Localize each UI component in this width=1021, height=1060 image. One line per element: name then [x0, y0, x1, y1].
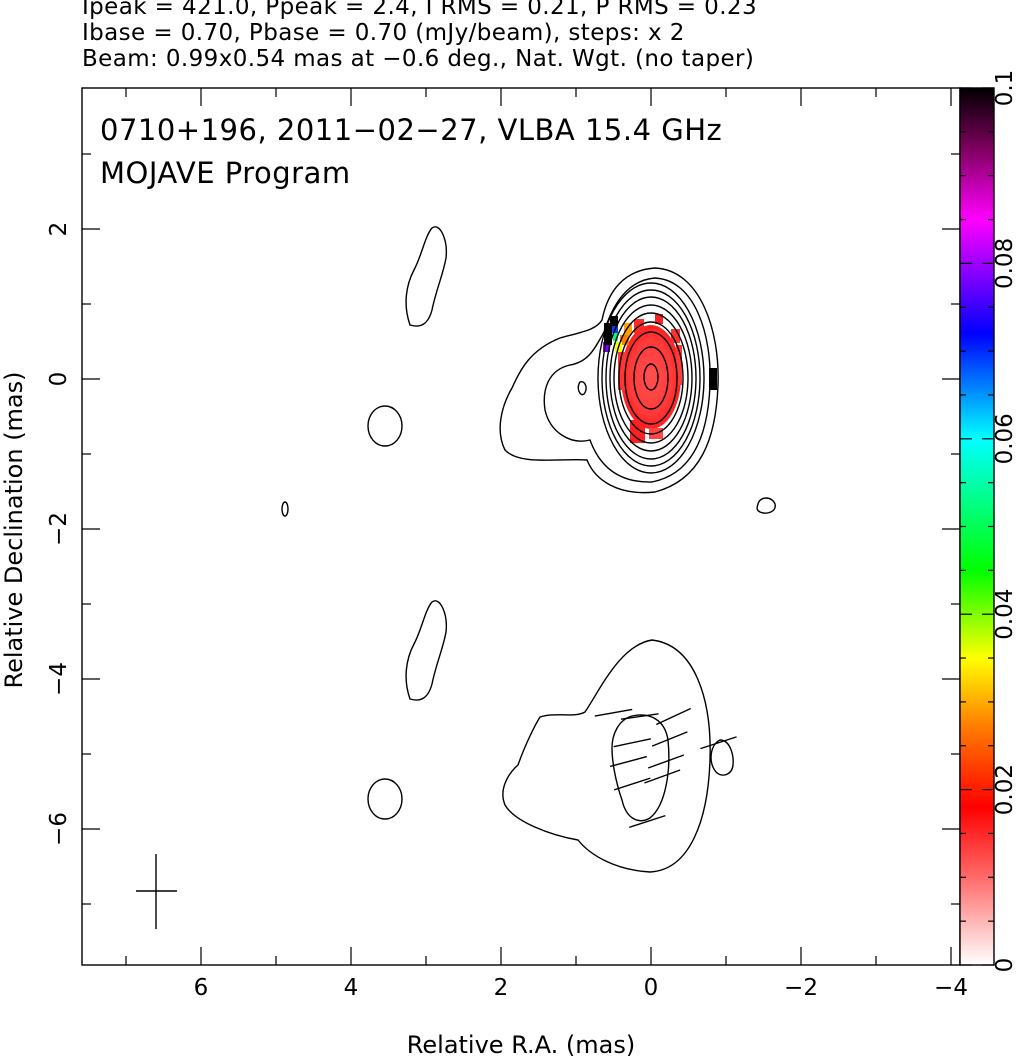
- pol-pixel: [620, 335, 629, 345]
- polarization-vector: [609, 755, 648, 768]
- axis-ticks: [82, 88, 960, 965]
- colorbar-tick-label: 0.08: [992, 238, 1018, 289]
- contour-level-8: [618, 321, 684, 435]
- chart-subtitle: MOJAVE Program: [100, 156, 351, 190]
- contour-level-4: [601, 289, 701, 467]
- pol-pixel: [709, 368, 717, 390]
- pol-pixel: [676, 345, 682, 385]
- y-tick-label: 2: [46, 222, 72, 237]
- x-tick-label: 2: [494, 975, 509, 1001]
- west-noise-contour: [367, 405, 403, 447]
- polarization-vector: [647, 754, 685, 769]
- y-tick-label: −6: [46, 812, 72, 846]
- colorbar-ticks: [960, 87, 994, 966]
- polarization-vectors: [594, 707, 737, 829]
- y-tick-label: −2: [46, 512, 72, 546]
- polarization-vector: [651, 731, 688, 747]
- lower-west-contour: [367, 778, 403, 820]
- intensity-contours: [281, 226, 776, 873]
- polarization-vector: [655, 707, 692, 726]
- x-tick-label: 4: [344, 975, 359, 1001]
- x-tick-label: 6: [194, 975, 209, 1001]
- polarization-vector: [628, 814, 666, 829]
- pol-pixel: [671, 329, 680, 343]
- small-contour-knot: [577, 381, 587, 396]
- lower-inner-contour: [611, 714, 670, 822]
- lower-side-contour: [710, 739, 734, 776]
- colorbar-tick-label: 0.1: [992, 70, 1018, 107]
- polarization-vector: [700, 736, 737, 750]
- header-peak-rms-line: Ipeak = 421.0, Ppeak = 2.4, I RMS = 0.21…: [82, 0, 757, 20]
- x-axis-title: Relative R.A. (mas): [407, 1031, 635, 1059]
- core-polarization-patch: [621, 325, 681, 429]
- y-tick-label: 0: [46, 372, 72, 387]
- x-tick-label: −2: [784, 975, 818, 1001]
- contour-level-9: [624, 331, 678, 425]
- pol-pixel: [613, 333, 618, 341]
- pol-pixel: [655, 314, 663, 324]
- lower-outer-contour: [502, 639, 711, 873]
- pol-pixel: [603, 342, 610, 352]
- header-beam-line: Beam: 0.99x0.54 mas at −0.6 deg., Nat. W…: [82, 46, 755, 72]
- polarization-vector: [613, 777, 651, 791]
- contour-level-5: [605, 296, 697, 460]
- lower-north-contour: [405, 600, 448, 701]
- chart-title: 0710+196, 2011−02−27, VLBA 15.4 GHz: [100, 113, 722, 147]
- north-noise-contour: [405, 226, 448, 327]
- polarization-vector: [620, 713, 659, 720]
- colorbar-tick-label: 0.04: [992, 589, 1018, 640]
- axis-tick-labels: 6 4 2 0 −2 −4 2 0 −2 −4 −6 0 0.02 0.04 0.06 0.08 0.1: [46, 70, 1018, 1001]
- outer-contour: [499, 267, 719, 494]
- pol-pixel: [624, 323, 632, 335]
- polarization-vector: [594, 708, 633, 717]
- x-tick-label: 0: [644, 975, 659, 1001]
- y-tick-label: −4: [46, 662, 72, 696]
- colorbar: [959, 87, 995, 966]
- colorbar-tick-label: 0.06: [992, 413, 1018, 464]
- contour-level-7: [613, 312, 689, 444]
- small-noise-contour: [281, 501, 289, 517]
- contour-level-6: [609, 304, 693, 452]
- pol-pixel: [618, 352, 626, 390]
- colorbar-tick-label: 0.02: [992, 764, 1018, 815]
- plot-frame: [81, 87, 961, 966]
- header-base-steps-line: Ibase = 0.70, Pbase = 0.70 (mJy/beam), s…: [82, 20, 685, 46]
- y-axis-title: Relative Declination (mas): [0, 371, 28, 688]
- contour-level-10: [633, 346, 669, 410]
- contour-level-2: [543, 277, 711, 483]
- polarization-vector: [644, 769, 681, 784]
- polarization-vector: [613, 738, 651, 748]
- contour-peak: [643, 363, 659, 391]
- plot-header: Ipeak = 421.0, Ppeak = 2.4, I RMS = 0.21…: [82, 0, 982, 72]
- x-tick-label: −4: [934, 975, 968, 1001]
- contour-level-3: [597, 282, 705, 474]
- colorbar-tick-label: 0: [992, 958, 1018, 973]
- beam-marker: [136, 854, 177, 929]
- east-noise-contour: [756, 497, 776, 514]
